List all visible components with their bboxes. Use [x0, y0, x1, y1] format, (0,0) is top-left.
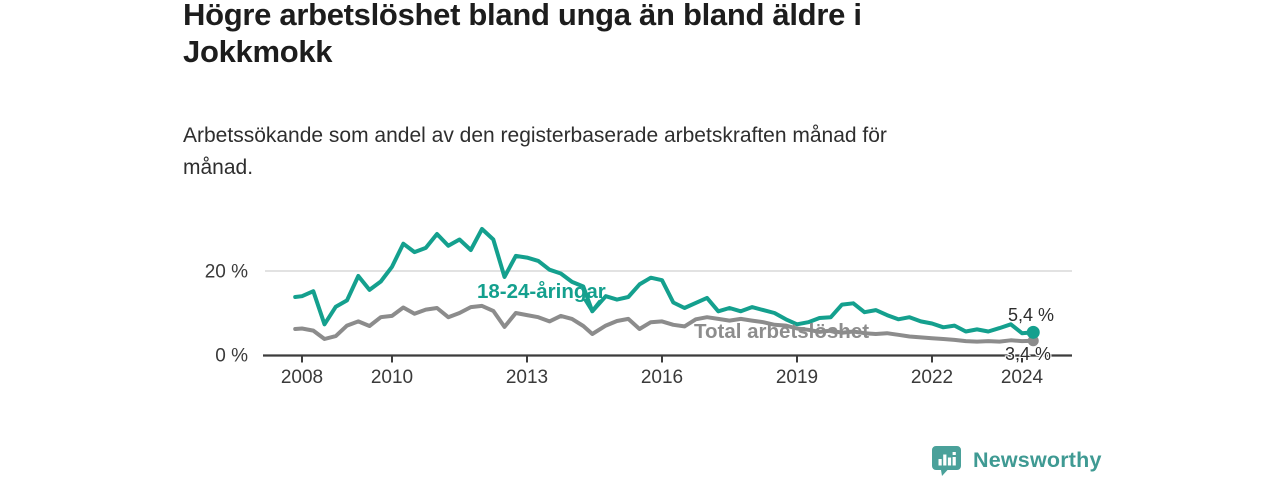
x-tick-label: 2010	[371, 367, 413, 388]
x-tick-label: 2022	[911, 367, 953, 388]
x-tick-label: 2016	[641, 367, 683, 388]
series-label-18-24: 18-24-åringar	[477, 280, 606, 303]
chart-subtitle: Arbetssökande som andel av den registerb…	[183, 120, 1083, 184]
value-label-18-24: 5,4 %	[1008, 305, 1055, 325]
arrow-down-icon	[583, 298, 602, 313]
chart-subtitle-line1: Arbetssökande som andel av den registerb…	[183, 124, 887, 147]
newsworthy-bars-speech-bubble-icon	[932, 446, 961, 476]
chart-title-line1: Högre arbetslöshet bland unga än bland ä…	[183, 0, 862, 32]
newsworthy-logo-text: Newsworthy	[973, 448, 1102, 472]
chart-title-line2: Jokkmokk	[183, 34, 333, 69]
series-end-dot-18-24	[1026, 325, 1040, 339]
series-line-total	[293, 303, 1036, 344]
chart-subtitle-line2: månad.	[183, 156, 254, 179]
y-tick-label: 20 %	[205, 262, 248, 283]
series-line-18-24	[293, 227, 1036, 336]
x-tick-label: 2013	[506, 367, 548, 388]
y-tick-label: 0 %	[215, 346, 248, 367]
chart-title: Högre arbetslöshet bland unga än bland ä…	[183, 0, 1083, 70]
x-tick-label: 2024	[1001, 367, 1044, 388]
series-label-total: Total arbetslöshet	[694, 320, 870, 343]
x-tick-label: 2008	[281, 367, 323, 388]
newsworthy-logo[interactable]: Newsworthy	[930, 444, 1102, 477]
value-label-total: 3,4 %	[1005, 344, 1052, 364]
x-tick-label: 2019	[776, 367, 818, 388]
